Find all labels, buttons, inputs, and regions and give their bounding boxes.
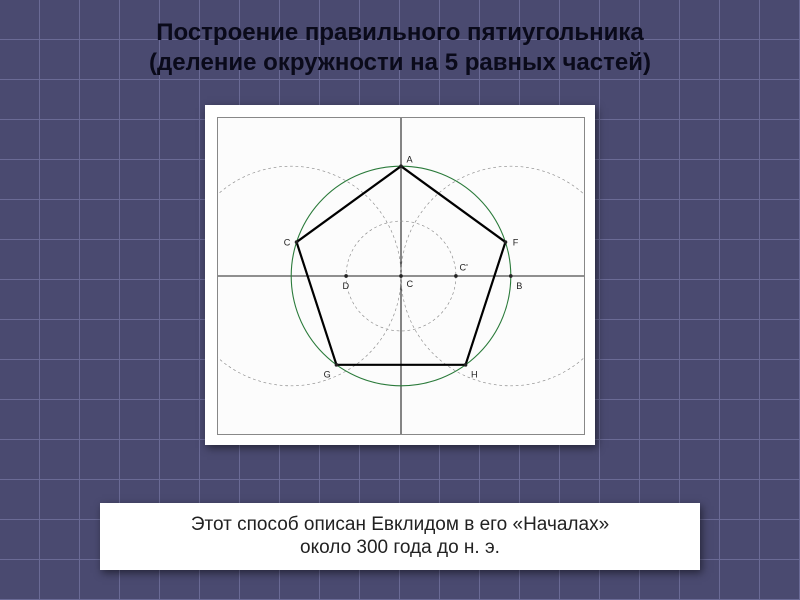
figure-frame: C C' D B A F C H G <box>217 117 585 435</box>
svg-text:C': C' <box>460 263 469 273</box>
title-line-1: Построение правильного пятиугольника <box>156 19 644 46</box>
caption-line-1: Этот способ описан Евклидом в его «Начал… <box>191 514 609 535</box>
svg-text:A: A <box>406 155 413 165</box>
svg-text:F: F <box>513 238 519 248</box>
slide-title: Построение правильного пятиугольника (де… <box>0 18 800 78</box>
slide: Построение правильного пятиугольника (де… <box>0 0 800 600</box>
svg-text:H: H <box>471 370 478 380</box>
svg-text:G: G <box>324 370 331 380</box>
svg-text:D: D <box>342 281 349 291</box>
figure-card: C C' D B A F C H G <box>205 105 595 445</box>
title-line-2: (деление окружности на 5 равных частей) <box>149 49 651 76</box>
svg-text:C: C <box>284 238 291 248</box>
caption-card: Этот способ описан Евклидом в его «Начал… <box>100 503 700 571</box>
caption-text: Этот способ описан Евклидом в его «Начал… <box>114 513 686 561</box>
svg-text:C: C <box>406 279 413 289</box>
pentagon-diagram: C C' D B A F C H G <box>218 118 584 434</box>
svg-text:B: B <box>516 281 522 291</box>
caption-line-2: около 300 года до н. э. <box>300 537 500 558</box>
